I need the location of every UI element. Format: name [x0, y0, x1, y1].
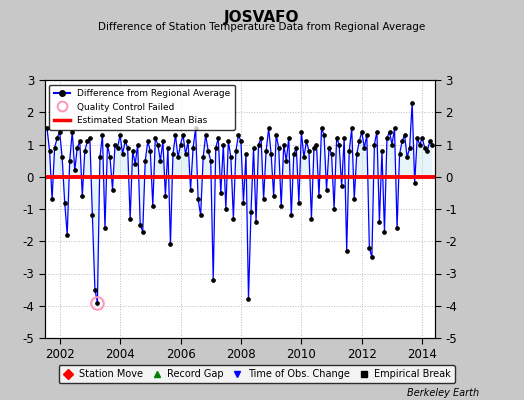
- Legend: Difference from Regional Average, Quality Control Failed, Estimated Station Mean: Difference from Regional Average, Qualit…: [49, 84, 235, 130]
- Text: Difference of Station Temperature Data from Regional Average: Difference of Station Temperature Data f…: [99, 22, 425, 32]
- Text: Berkeley Earth: Berkeley Earth: [407, 388, 479, 398]
- Legend: Station Move, Record Gap, Time of Obs. Change, Empirical Break: Station Move, Record Gap, Time of Obs. C…: [59, 365, 455, 383]
- Text: JOSVAFO: JOSVAFO: [224, 10, 300, 25]
